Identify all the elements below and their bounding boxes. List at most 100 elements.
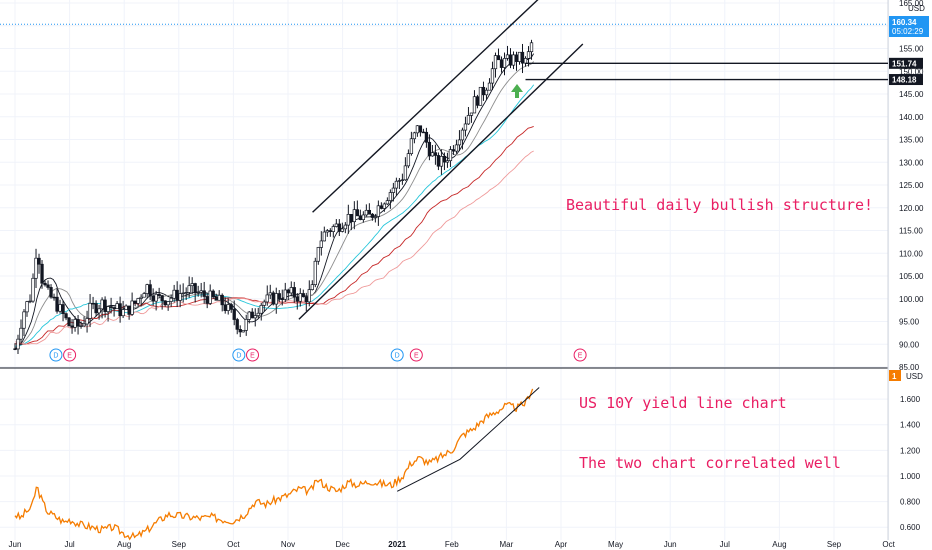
candle-body	[445, 160, 450, 163]
time-tick-label: Dec	[335, 540, 349, 549]
candle-body	[520, 51, 525, 64]
candle-body	[334, 223, 338, 227]
dividend-marker[interactable]: D	[390, 348, 404, 362]
yield-axis-currency: USD	[906, 372, 923, 381]
candle-body	[139, 296, 143, 299]
candle-body	[355, 209, 359, 217]
candle-body	[409, 138, 414, 155]
candle-body	[310, 284, 314, 290]
candle-body	[472, 96, 477, 114]
time-tick-label: Jun	[9, 540, 22, 549]
candle-body	[22, 311, 26, 329]
candle-body	[367, 209, 372, 215]
marker-circle	[390, 348, 404, 362]
candle-body	[166, 301, 170, 306]
candle-body	[79, 325, 83, 328]
candle-body	[496, 55, 501, 61]
candle-body	[154, 293, 158, 302]
candle-body	[442, 155, 447, 163]
candle-body	[331, 226, 335, 232]
candle-body	[250, 311, 254, 319]
candle-body	[340, 228, 344, 232]
dividend-marker[interactable]: D	[232, 348, 246, 362]
channel-upper-line	[312, 0, 539, 213]
level-pill-151[interactable]: 151.74	[889, 57, 923, 69]
level-pill-148[interactable]: 148.18	[889, 74, 923, 86]
candle-body	[529, 42, 534, 53]
candle-body	[388, 192, 393, 201]
candle-body	[16, 338, 20, 350]
candle-body	[67, 317, 71, 327]
candle-body	[112, 307, 116, 309]
marker-circle	[573, 348, 587, 362]
candle-body	[511, 54, 516, 66]
candle-body	[352, 209, 356, 223]
candle-body	[64, 313, 68, 319]
candle-body	[151, 295, 155, 302]
candle-body	[97, 308, 101, 314]
candle-body	[358, 215, 362, 220]
candle-body	[517, 51, 522, 62]
candle-body	[262, 301, 266, 306]
price-tick-label: 155.00	[899, 45, 924, 54]
candle-body	[55, 296, 59, 312]
marker-circle	[63, 348, 77, 362]
candle-body	[253, 315, 257, 319]
candle-body	[214, 296, 218, 301]
candle-body	[136, 298, 140, 304]
candle-body	[397, 180, 402, 182]
marker-label: E	[250, 353, 255, 360]
candle-body	[418, 125, 423, 133]
candle-body	[256, 312, 260, 316]
candle-body	[487, 82, 492, 91]
price-tick-label: 85.00	[899, 363, 920, 372]
candle-body	[328, 230, 332, 232]
candle-body	[160, 295, 164, 302]
candle-body	[145, 284, 149, 294]
time-tick-label: 2021	[388, 540, 406, 549]
candle-body	[430, 152, 435, 157]
time-tick-label: Oct	[882, 540, 895, 549]
candle-body	[100, 299, 104, 310]
candle-body	[118, 303, 122, 317]
candle-body	[283, 289, 287, 300]
candle-body	[163, 300, 167, 306]
svg-text:151.74: 151.74	[892, 59, 917, 68]
candle-body	[220, 294, 224, 306]
earnings-marker[interactable]: E	[409, 348, 423, 362]
candle-body	[94, 303, 98, 314]
candle-body	[466, 115, 471, 125]
marker-circle	[49, 348, 63, 362]
candle-body	[481, 86, 486, 96]
drawings[interactable]	[298, 0, 888, 320]
candle-body	[91, 302, 95, 305]
candle-body	[25, 301, 29, 313]
candle-body	[346, 214, 350, 226]
candle-body	[190, 283, 194, 287]
candle-body	[202, 290, 206, 297]
time-tick-label: Sep	[827, 540, 842, 549]
price-tick-label: 90.00	[899, 340, 920, 349]
candle-body	[370, 213, 375, 218]
time-tick-label: Jul	[720, 540, 730, 549]
time-tick-label: Aug	[117, 540, 131, 549]
candle-body	[124, 305, 128, 310]
candle-body	[433, 152, 438, 156]
candle-body	[295, 296, 299, 302]
earnings-marker[interactable]: E	[246, 348, 260, 362]
candle-body	[58, 304, 62, 312]
svg-text:1: 1	[892, 372, 897, 381]
candle-body	[337, 223, 341, 232]
candle-body	[115, 303, 119, 309]
price-axis-currency: USD	[908, 4, 925, 13]
earnings-marker[interactable]: E	[63, 348, 77, 362]
candle-body	[169, 297, 173, 302]
candle-body	[34, 257, 38, 279]
candle-body	[391, 187, 396, 193]
candle-body	[40, 263, 44, 284]
dividend-marker[interactable]: D	[49, 348, 63, 362]
annotation-yield: US 10Y yield line chart	[579, 394, 787, 412]
earnings-marker[interactable]: E	[573, 348, 587, 362]
